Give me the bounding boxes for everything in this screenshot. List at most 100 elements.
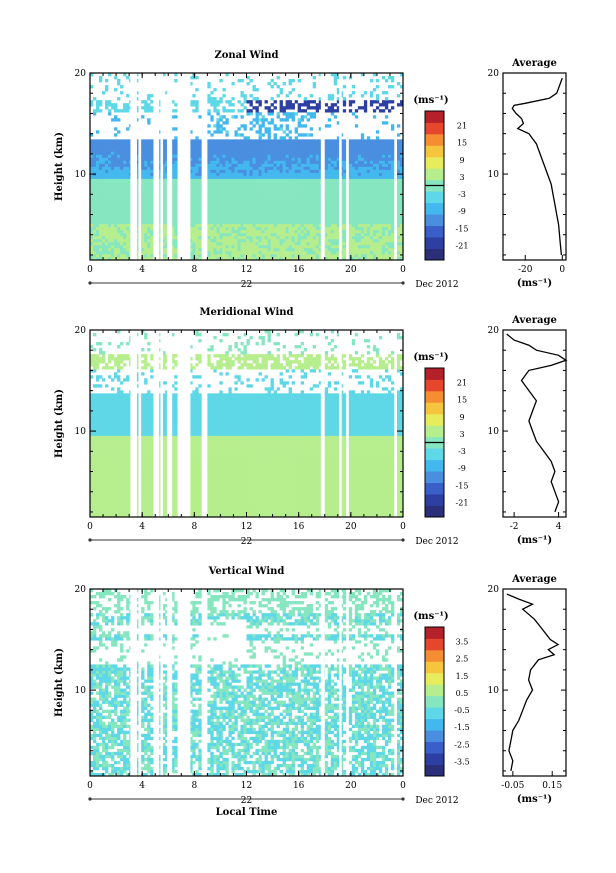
heatmap-cell (117, 139, 121, 143)
heatmap-cell (171, 145, 175, 149)
heatmap-cell (96, 217, 100, 222)
heatmap-cell (126, 507, 130, 512)
heatmap-cell (324, 214, 329, 219)
heatmap-cell (372, 100, 377, 104)
heatmap-cell (291, 79, 295, 83)
heatmap-cell (342, 193, 347, 197)
heatmap-cell (141, 250, 145, 255)
heatmap-cell (309, 151, 314, 155)
heatmap-cell (390, 223, 395, 228)
heatmap-cell (297, 124, 301, 128)
heatmap-cell (195, 163, 199, 167)
heatmap-cell (228, 250, 232, 255)
heatmap-cell (213, 513, 217, 518)
heatmap-cell (237, 139, 241, 143)
heatmap-cell (252, 504, 256, 509)
heatmap-cell (384, 205, 389, 210)
heatmap-cell (297, 510, 301, 515)
heatmap-cell (375, 253, 380, 258)
heatmap-cell (336, 253, 341, 258)
heatmap-cell (318, 214, 323, 219)
heatmap-cell (252, 510, 256, 515)
heatmap-cell (225, 199, 229, 203)
heatmap-cell (102, 190, 106, 194)
heatmap-cell (114, 205, 118, 210)
heatmap-cell (258, 148, 262, 152)
heatmap-cell (150, 247, 154, 252)
heatmap-cell (126, 211, 130, 216)
heatmap-cell (147, 504, 151, 509)
data-gap (130, 73, 137, 260)
heatmap-cell (150, 253, 154, 258)
heatmap-cell (228, 211, 232, 216)
heatmap-cell (327, 124, 332, 128)
heatmap-cell (192, 199, 196, 203)
heatmap-cell (171, 501, 175, 506)
heatmap-cell (93, 217, 97, 222)
heatmap-cell (303, 253, 307, 258)
heatmap-cell (354, 235, 359, 240)
heatmap-cell (291, 220, 295, 225)
heatmap-cell (327, 157, 332, 161)
heatmap-cell (315, 142, 320, 146)
heatmap-cell (369, 193, 374, 197)
heatmap-cell (267, 157, 271, 161)
heatmap-cell (333, 187, 338, 191)
heatmap-cell (228, 166, 232, 170)
heatmap-cell (270, 238, 274, 243)
heatmap-cell (315, 247, 320, 252)
heatmap-cell (360, 235, 365, 240)
day-axis-end (401, 281, 405, 285)
heatmap-cell (375, 139, 380, 143)
heatmap-cell (111, 184, 115, 188)
heatmap-cell (294, 169, 298, 173)
heatmap-cell (195, 214, 199, 219)
heatmap-cell (243, 124, 247, 128)
heatmap-cell (372, 235, 377, 240)
heatmap-cell (90, 256, 94, 261)
heatmap-cell (270, 199, 274, 203)
heatmap-cell (117, 217, 121, 222)
heatmap-cell (279, 244, 283, 249)
heatmap-cell (189, 205, 193, 210)
heatmap-cell (384, 148, 389, 152)
heatmap-cell (294, 154, 298, 158)
heatmap-cell (342, 97, 347, 101)
heatmap-cell (396, 178, 401, 182)
heatmap-cell (165, 241, 169, 246)
heatmap-cell (318, 507, 323, 512)
heatmap-cell (360, 208, 365, 213)
heatmap-cell (234, 142, 238, 146)
heatmap-cell (399, 217, 404, 222)
heatmap-cell (372, 166, 377, 170)
heatmap-cell (348, 498, 353, 503)
heatmap-cell (330, 247, 335, 252)
heatmap-cell (282, 229, 286, 234)
heatmap-cell (192, 238, 196, 243)
heatmap-cell (387, 247, 392, 252)
heatmap-cell (210, 199, 214, 203)
heatmap-cell (291, 187, 295, 191)
heatmap-cell (207, 100, 211, 104)
heatmap-cell (225, 109, 229, 113)
heatmap-cell (375, 513, 380, 518)
heatmap-cell (375, 85, 380, 89)
heatmap-cell (120, 513, 124, 518)
heatmap-cell (351, 214, 356, 219)
heatmap-cell (336, 109, 341, 113)
heatmap-cell (399, 196, 404, 200)
heatmap-cell (348, 100, 353, 104)
heatmap-cell (342, 166, 347, 170)
heatmap-cell (114, 217, 118, 222)
heatmap-cell (330, 250, 335, 255)
heatmap-cell (246, 217, 250, 222)
heatmap-cell (216, 208, 220, 213)
heatmap-cell (327, 241, 332, 246)
heatmap-cell (291, 163, 295, 167)
heatmap-cell (324, 109, 329, 113)
colorbar-swatch (425, 122, 444, 135)
heatmap-cell (111, 510, 115, 515)
heatmap-cell (354, 507, 359, 512)
heatmap-cell (120, 190, 124, 194)
